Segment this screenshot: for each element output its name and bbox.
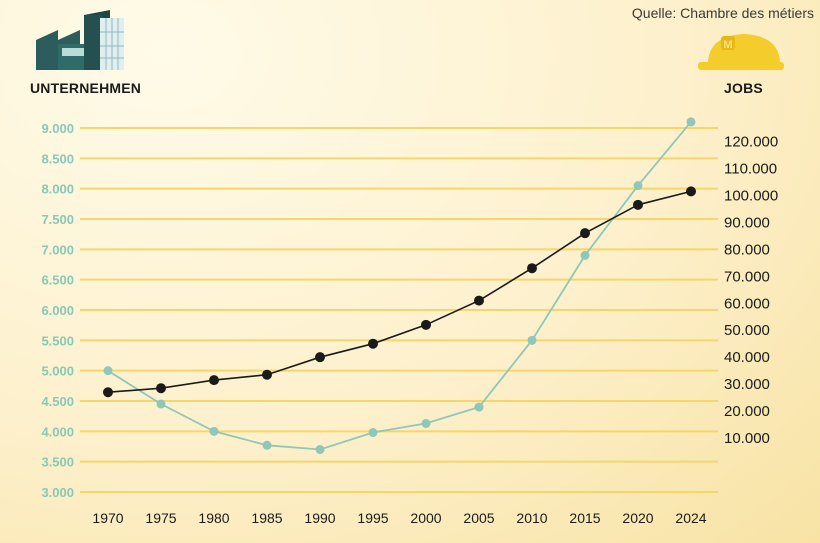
series-points [103,117,696,455]
left-tick-label: 4.500 [41,394,74,409]
left-tick-label: 3.000 [41,485,74,500]
x-tick-label: 2015 [569,510,600,526]
data-point-unternehmen [633,181,643,191]
x-tick-label: 2024 [675,510,706,526]
x-tick-label: 1975 [145,510,176,526]
right-tick-label: 110.000 [724,160,777,177]
data-point-unternehmen [315,445,325,455]
data-point-unternehmen [368,428,378,438]
left-axis-ticks: 3.000 3.500 4.000 4.500 5.000 5.500 6.000 6.500… [41,121,74,500]
series-line-unternehmen [107,121,692,451]
data-point-jobs [156,383,166,394]
right-tick-label: 60.000 [724,295,770,312]
data-point-unternehmen [156,399,166,409]
x-tick-label: 2020 [622,510,653,526]
data-point-unternehmen [527,335,537,345]
x-tick-label: 1985 [251,510,282,526]
right-tick-label: 70.000 [724,268,770,285]
svg-text:M: M [723,39,732,51]
data-point-jobs [368,338,378,349]
left-tick-label: 6.500 [41,273,74,288]
left-tick-label: 6.000 [41,303,74,318]
left-tick-label: 7.500 [41,212,74,227]
data-point-unternehmen [103,366,113,376]
left-tick-label: 9.000 [41,121,74,136]
data-point-jobs [580,228,590,239]
left-tick-label: 5.000 [41,364,74,379]
source-label: Quelle: Chambre des métiers [631,5,814,21]
data-point-jobs [315,352,325,363]
left-tick-label: 7.000 [41,242,74,257]
data-point-jobs [421,319,431,330]
data-point-jobs [686,186,696,197]
left-tick-label: 5.500 [41,333,74,348]
x-tick-label: 2010 [516,510,547,526]
right-axis-title: JOBS [724,80,763,96]
left-tick-label: 8.500 [41,151,74,166]
right-tick-label: 40.000 [724,349,770,366]
right-tick-label: 10.000 [724,430,770,447]
x-axis-ticks: 1970 1975 1980 1985 1990 1995 2000 2005 2010 2015… [92,510,706,526]
right-axis-ticks: 10.000 20.000 30.000 40.000 50.000 60.000 70.0… [724,133,778,447]
hard-hat-icon: M [698,34,784,70]
right-tick-label: 90.000 [724,214,770,231]
right-tick-label: 120.000 [724,133,778,150]
data-point-jobs [103,387,113,398]
data-point-unternehmen [209,426,219,436]
left-tick-label: 3.500 [41,455,74,470]
x-tick-label: 2005 [463,510,494,526]
right-tick-label: 50.000 [724,322,770,339]
x-tick-label: 2000 [410,510,441,526]
right-tick-label: 80.000 [724,241,770,258]
data-point-unternehmen [421,418,431,428]
data-point-unternehmen [474,402,484,412]
factory-icon [36,10,124,70]
right-tick-label: 20.000 [724,403,770,420]
data-point-jobs [262,369,272,380]
left-tick-label: 8.000 [41,182,74,197]
series-line-jobs [107,190,692,393]
x-tick-label: 1980 [198,510,229,526]
data-point-unternehmen [686,117,696,127]
left-axis-title: UNTERNEHMEN [30,80,142,96]
data-point-jobs [633,199,643,210]
data-point-unternehmen [262,440,272,450]
data-point-jobs [527,263,537,274]
left-tick-label: 4.000 [41,424,74,439]
gridlines [80,127,718,493]
x-tick-label: 1990 [304,510,335,526]
right-tick-label: 100.000 [724,187,778,204]
x-tick-label: 1970 [92,510,123,526]
x-tick-label: 1995 [357,510,388,526]
data-point-unternehmen [580,250,590,260]
series-lines [107,121,692,451]
data-point-jobs [474,295,484,306]
right-tick-label: 30.000 [724,376,770,393]
data-point-jobs [209,375,219,386]
